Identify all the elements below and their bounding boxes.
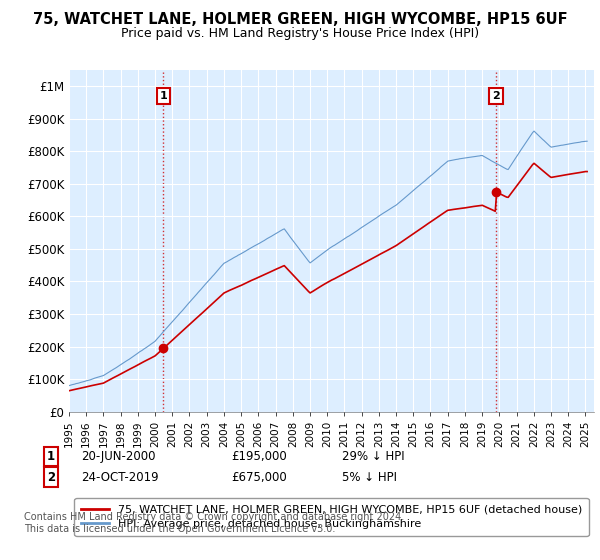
Text: 24-OCT-2019: 24-OCT-2019 — [81, 470, 158, 484]
Text: 29% ↓ HPI: 29% ↓ HPI — [342, 450, 404, 463]
Text: Price paid vs. HM Land Registry's House Price Index (HPI): Price paid vs. HM Land Registry's House … — [121, 27, 479, 40]
Text: 2: 2 — [47, 470, 55, 484]
Legend: 75, WATCHET LANE, HOLMER GREEN, HIGH WYCOMBE, HP15 6UF (detached house), HPI: Av: 75, WATCHET LANE, HOLMER GREEN, HIGH WYC… — [74, 498, 589, 536]
Text: 20-JUN-2000: 20-JUN-2000 — [81, 450, 155, 463]
Text: 2: 2 — [492, 91, 500, 101]
Text: £195,000: £195,000 — [231, 450, 287, 463]
Text: 1: 1 — [159, 91, 167, 101]
Text: 75, WATCHET LANE, HOLMER GREEN, HIGH WYCOMBE, HP15 6UF: 75, WATCHET LANE, HOLMER GREEN, HIGH WYC… — [32, 12, 568, 27]
Text: 5% ↓ HPI: 5% ↓ HPI — [342, 470, 397, 484]
Text: £675,000: £675,000 — [231, 470, 287, 484]
Text: Contains HM Land Registry data © Crown copyright and database right 2024.
This d: Contains HM Land Registry data © Crown c… — [24, 512, 404, 534]
Text: 1: 1 — [47, 450, 55, 463]
